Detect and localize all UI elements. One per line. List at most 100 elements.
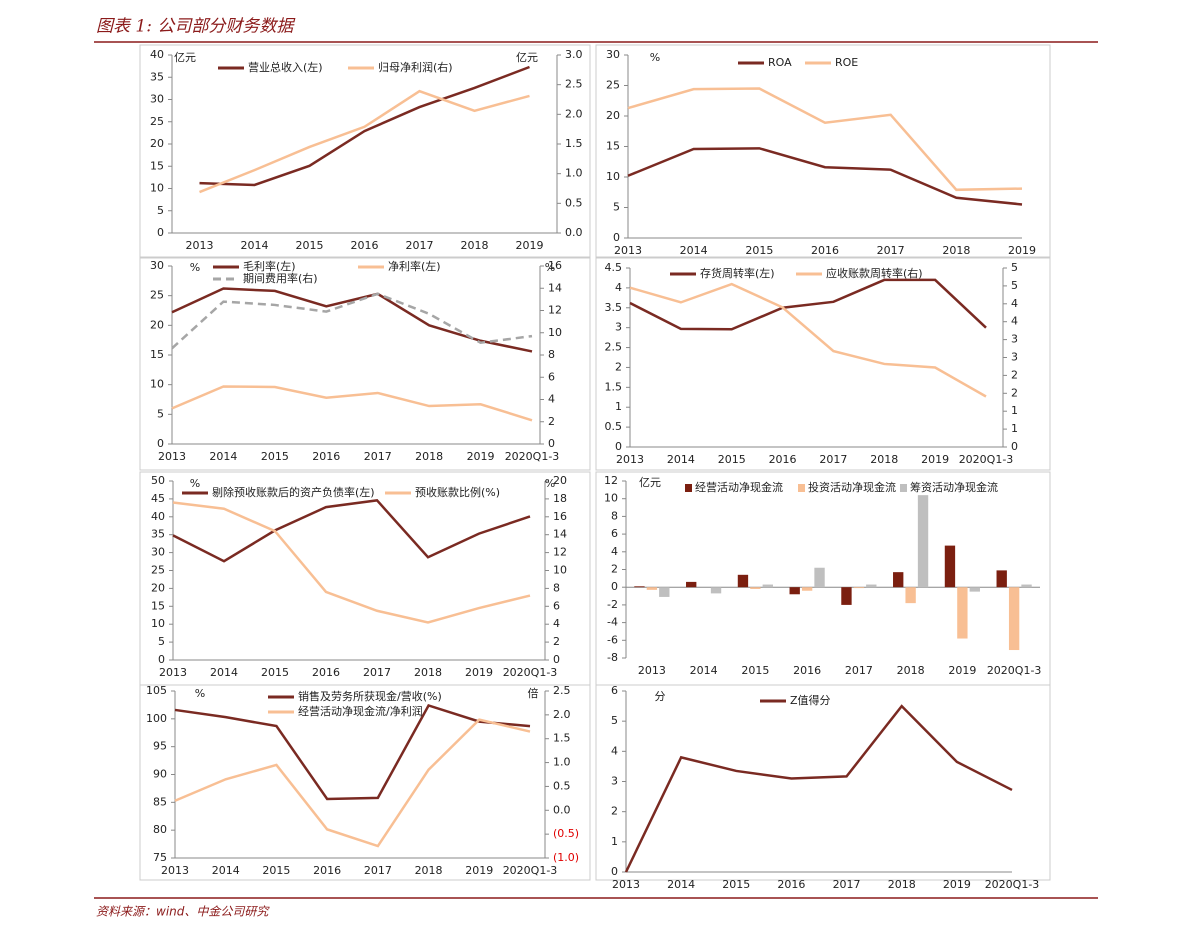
legend-swatch: [685, 484, 692, 492]
y2-tick-label: 1: [1011, 422, 1018, 435]
y-tick-label: 35: [151, 528, 165, 541]
y-tick-label: 25: [150, 115, 164, 128]
y-tick-label: 12: [604, 474, 618, 487]
x-tick-label: 2017: [877, 244, 905, 257]
line-series: [627, 87, 1023, 192]
x-tick-label: 2016: [312, 450, 340, 463]
x-tick-label: 2013: [638, 664, 666, 677]
y2-tick-label: 14: [548, 281, 562, 294]
y2-tick-label: 6: [553, 599, 560, 612]
y-tick-label: 2: [611, 563, 618, 576]
legend-label: 期间费用率(右): [243, 271, 318, 285]
x-tick-label: 2016: [777, 878, 805, 891]
x-tick-label: 2017: [819, 453, 847, 466]
y-unit: %: [195, 687, 205, 700]
y-tick-label: 10: [606, 170, 620, 183]
x-tick-label: 2019: [948, 664, 976, 677]
y-tick-label: 20: [606, 109, 620, 122]
y-tick-label: 3: [615, 321, 622, 334]
x-tick-label: 2017: [406, 239, 434, 252]
y-tick-label: 4: [615, 281, 622, 294]
y2-tick-label: 1.0: [553, 756, 571, 769]
panel-frame: [139, 44, 591, 258]
line-series: [174, 703, 531, 801]
x-tick-label: 2020Q1-3: [985, 878, 1040, 891]
y-tick-label: 10: [604, 492, 618, 505]
line-series: [171, 292, 533, 350]
x-tick-label: 2016: [313, 864, 341, 877]
y-tick-label: 0: [157, 437, 164, 450]
y2-tick-label: 4: [1011, 315, 1018, 328]
bar: [814, 567, 825, 588]
y2-tick-label: 0.5: [553, 779, 571, 792]
bar: [737, 574, 749, 588]
y2-tick-label: 0: [553, 653, 560, 666]
y-unit: %: [190, 261, 200, 274]
y-tick-label: 2: [615, 360, 622, 373]
legend-label: 销售及劳务所获现金/营收(%): [298, 689, 442, 703]
line-series: [624, 704, 1013, 873]
y-tick-label: -6: [607, 633, 618, 646]
line-series: [171, 385, 533, 422]
x-tick-label: 2017: [363, 666, 391, 679]
y-tick-label: 25: [151, 564, 165, 577]
x-tick-label: 2017: [845, 664, 873, 677]
y2-tick-label: 0.0: [565, 226, 583, 239]
y-tick-label: 2: [611, 805, 618, 818]
y-unit: 亿元: [639, 476, 661, 489]
x-tick-label: 2017: [833, 878, 861, 891]
legend-label: 预收账款比例(%): [415, 485, 500, 499]
x-tick-label: 2013: [161, 864, 189, 877]
y2-tick-label: 4: [1011, 297, 1018, 310]
y-unit: 亿元: [174, 51, 196, 64]
y-tick-label: 35: [150, 70, 164, 83]
y2-tick-label: 3.0: [565, 48, 583, 61]
y-tick-label: 10: [151, 617, 165, 630]
legend-label: 存货周转率(左): [700, 266, 775, 280]
y-tick-label: 30: [606, 48, 620, 61]
y-tick-label: 20: [150, 318, 164, 331]
x-tick-label: 2019: [467, 450, 495, 463]
bar: [969, 587, 980, 592]
x-tick-label: 2016: [351, 239, 379, 252]
y2-tick-label: 10: [548, 326, 562, 339]
legend-label: 营业总收入(左): [248, 60, 323, 74]
x-tick-label: 2016: [793, 664, 821, 677]
y-tick-label: 20: [151, 581, 165, 594]
x-tick-label: 2016: [769, 453, 797, 466]
y-tick-label: 5: [613, 201, 620, 214]
y-tick-label: 0: [613, 231, 620, 244]
bar: [996, 570, 1007, 588]
x-tick-label: 2018: [461, 239, 489, 252]
x-tick-label: 2019: [465, 666, 493, 679]
y-unit: %: [650, 51, 660, 64]
y2-tick-label: 16: [553, 510, 567, 523]
bar: [686, 581, 697, 588]
panel-frame: [595, 684, 1051, 881]
x-tick-label: 2019: [1008, 244, 1036, 257]
bar: [841, 587, 852, 605]
legend-label: 归母净利润(右): [378, 60, 453, 74]
legend-label: 经营活动净现金流: [695, 480, 783, 494]
x-tick-label: 2014: [680, 244, 708, 257]
x-tick-label: 2014: [667, 878, 695, 891]
x-tick-label: 2015: [296, 239, 324, 252]
x-tick-label: 2014: [209, 450, 237, 463]
y2-tick-label: 3: [1011, 351, 1018, 364]
y2-tick-label: 2: [548, 415, 555, 428]
bar: [762, 584, 773, 588]
x-tick-label: 2020Q1-3: [959, 453, 1014, 466]
y-tick-label: 40: [151, 510, 165, 523]
y-tick-label: 45: [151, 492, 165, 505]
y-tick-label: 95: [153, 740, 167, 753]
legend-label: 经营活动净现金流/净利润: [298, 704, 423, 718]
y-tick-label: -4: [607, 616, 618, 629]
x-tick-label: 2013: [186, 239, 214, 252]
bar: [1021, 584, 1032, 588]
y-unit: 分: [655, 690, 666, 703]
y2-tick-label: 10: [553, 564, 567, 577]
y2-tick-label: 2: [1011, 368, 1018, 381]
bar: [905, 587, 916, 604]
y-tick-label: 6: [611, 527, 618, 540]
